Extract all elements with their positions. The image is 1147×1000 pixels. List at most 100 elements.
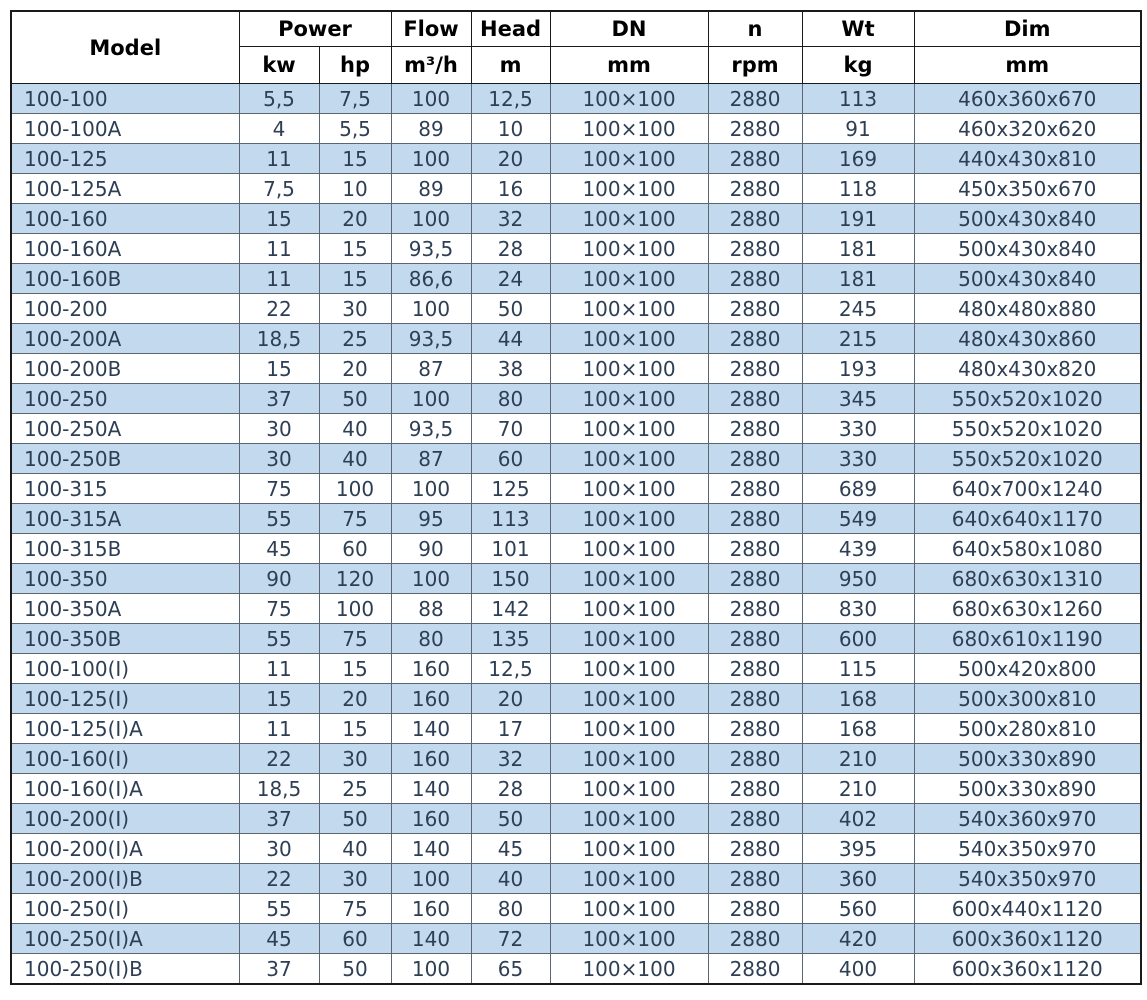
cell-n-rpm: 2880 — [707, 893, 803, 924]
cell-wt-kg: 181 — [801, 233, 915, 264]
cell-flow-m3h: 100 — [390, 953, 472, 985]
cell-dim-mm: 440x430x810 — [913, 143, 1142, 174]
cell-wt-kg: 395 — [801, 833, 915, 864]
unit-header-flow-m3h: m³/h — [390, 46, 472, 84]
cell-power-hp: 5,5 — [318, 113, 392, 144]
cell-wt-kg: 400 — [801, 953, 915, 985]
cell-n-rpm: 2880 — [707, 773, 803, 804]
cell-head-m: 10 — [470, 113, 551, 144]
table-row: 100-315A 55 75 95 113 100×100 2880 549 640x640x1… — [10, 503, 1142, 534]
cell-n-rpm: 2880 — [707, 683, 803, 714]
col-header-dn: DN — [549, 10, 709, 47]
cell-power-hp: 100 — [318, 593, 392, 624]
cell-dim-mm: 550x520x1020 — [913, 413, 1142, 444]
cell-flow-m3h: 86,6 — [390, 263, 472, 294]
cell-head-m: 17 — [470, 713, 551, 744]
table-row: 100-100 5,5 7,5 100 12,5 100×100 2880 113 460x36… — [10, 83, 1142, 114]
cell-dn-mm: 100×100 — [549, 593, 709, 624]
cell-wt-kg: 830 — [801, 593, 915, 624]
cell-model: 100-200A — [10, 323, 240, 354]
cell-dim-mm: 450x350x670 — [913, 173, 1142, 204]
cell-power-hp: 15 — [318, 713, 392, 744]
cell-n-rpm: 2880 — [707, 323, 803, 354]
col-header-dim: Dim — [913, 10, 1142, 47]
cell-flow-m3h: 88 — [390, 593, 472, 624]
cell-flow-m3h: 140 — [390, 773, 472, 804]
cell-head-m: 101 — [470, 533, 551, 564]
cell-dim-mm: 640x580x1080 — [913, 533, 1142, 564]
cell-n-rpm: 2880 — [707, 473, 803, 504]
table-row: 100-200(I)B 22 30 100 40 100×100 2880 360 540x35… — [10, 863, 1142, 894]
cell-n-rpm: 2880 — [707, 143, 803, 174]
cell-model: 100-350B — [10, 623, 240, 654]
cell-head-m: 32 — [470, 203, 551, 234]
unit-header-dn-mm: mm — [549, 46, 709, 84]
cell-power-hp: 15 — [318, 263, 392, 294]
cell-power-kw: 30 — [238, 413, 320, 444]
cell-power-kw: 11 — [238, 143, 320, 174]
table-row: 100-350B 55 75 80 135 100×100 2880 600 680x610x1… — [10, 623, 1142, 654]
cell-dim-mm: 500x330x890 — [913, 743, 1142, 774]
cell-power-hp: 50 — [318, 383, 392, 414]
cell-dim-mm: 500x330x890 — [913, 773, 1142, 804]
cell-dim-mm: 540x360x970 — [913, 803, 1142, 834]
cell-power-hp: 50 — [318, 803, 392, 834]
unit-header-kw: kw — [238, 46, 320, 84]
cell-dn-mm: 100×100 — [549, 323, 709, 354]
cell-wt-kg: 193 — [801, 353, 915, 384]
cell-flow-m3h: 100 — [390, 83, 472, 114]
cell-power-kw: 22 — [238, 293, 320, 324]
cell-dim-mm: 480x430x860 — [913, 323, 1142, 354]
cell-power-kw: 15 — [238, 683, 320, 714]
cell-power-kw: 45 — [238, 923, 320, 954]
cell-dim-mm: 640x700x1240 — [913, 473, 1142, 504]
cell-power-hp: 40 — [318, 413, 392, 444]
cell-model: 100-315A — [10, 503, 240, 534]
cell-head-m: 135 — [470, 623, 551, 654]
cell-dn-mm: 100×100 — [549, 293, 709, 324]
col-header-model: Model — [10, 10, 240, 84]
cell-power-kw: 37 — [238, 953, 320, 985]
cell-dn-mm: 100×100 — [549, 893, 709, 924]
cell-power-kw: 11 — [238, 233, 320, 264]
cell-wt-kg: 181 — [801, 263, 915, 294]
cell-head-m: 12,5 — [470, 653, 551, 684]
cell-dim-mm: 500x420x800 — [913, 653, 1142, 684]
cell-dn-mm: 100×100 — [549, 743, 709, 774]
table-row: 100-315 75 100 100 125 100×100 2880 689 640x700x… — [10, 473, 1142, 504]
cell-model: 100-200(I)A — [10, 833, 240, 864]
cell-dim-mm: 460x320x620 — [913, 113, 1142, 144]
cell-flow-m3h: 95 — [390, 503, 472, 534]
cell-dn-mm: 100×100 — [549, 863, 709, 894]
cell-model: 100-100A — [10, 113, 240, 144]
cell-wt-kg: 950 — [801, 563, 915, 594]
cell-model: 100-160(I) — [10, 743, 240, 774]
cell-n-rpm: 2880 — [707, 953, 803, 985]
cell-n-rpm: 2880 — [707, 383, 803, 414]
cell-head-m: 125 — [470, 473, 551, 504]
cell-wt-kg: 210 — [801, 773, 915, 804]
cell-model: 100-250A — [10, 413, 240, 444]
cell-dn-mm: 100×100 — [549, 383, 709, 414]
cell-power-hp: 15 — [318, 653, 392, 684]
cell-model: 100-125A — [10, 173, 240, 204]
cell-power-kw: 11 — [238, 653, 320, 684]
cell-dim-mm: 600x360x1120 — [913, 953, 1142, 985]
cell-flow-m3h: 100 — [390, 143, 472, 174]
cell-power-kw: 37 — [238, 383, 320, 414]
cell-head-m: 65 — [470, 953, 551, 985]
cell-model: 100-160B — [10, 263, 240, 294]
cell-power-kw: 90 — [238, 563, 320, 594]
cell-head-m: 50 — [470, 803, 551, 834]
cell-head-m: 80 — [470, 383, 551, 414]
cell-n-rpm: 2880 — [707, 173, 803, 204]
cell-n-rpm: 2880 — [707, 863, 803, 894]
cell-model: 100-350A — [10, 593, 240, 624]
cell-dim-mm: 680x630x1310 — [913, 563, 1142, 594]
cell-dn-mm: 100×100 — [549, 233, 709, 264]
cell-power-hp: 25 — [318, 323, 392, 354]
cell-power-kw: 22 — [238, 863, 320, 894]
cell-dim-mm: 600x360x1120 — [913, 923, 1142, 954]
cell-flow-m3h: 93,5 — [390, 233, 472, 264]
cell-power-kw: 75 — [238, 593, 320, 624]
